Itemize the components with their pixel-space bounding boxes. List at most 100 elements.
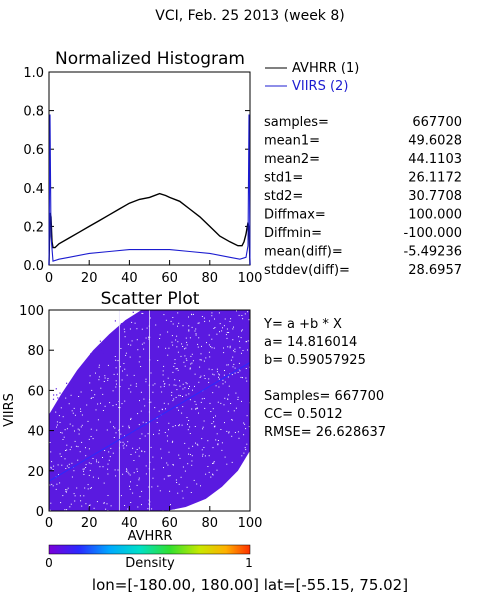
scatter-speck (56, 426, 57, 428)
scatter-y-tick-label: 100 (19, 304, 44, 319)
scatter-speck (150, 401, 152, 403)
scatter-speck (141, 490, 143, 492)
scatter-speck (211, 347, 213, 349)
scatter-speck (232, 356, 234, 358)
scatter-speck (208, 334, 210, 336)
histogram-series (48, 114, 251, 266)
scatter-speck (238, 314, 240, 316)
scatter-speck (117, 469, 119, 471)
scatter-speck (182, 497, 184, 499)
scatter-speck (175, 479, 177, 481)
scatter-speck (196, 483, 198, 485)
scatter-speck (136, 328, 138, 330)
scatter-speck (224, 381, 226, 383)
scatter-speck (52, 485, 54, 487)
scatter-speck (92, 438, 94, 440)
scatter-speck (191, 326, 193, 328)
scatter-speck (189, 433, 191, 434)
scatter-speck (99, 466, 101, 468)
scatter-speck (90, 463, 92, 465)
scatter-speck (220, 402, 222, 404)
scatter-speck (147, 508, 149, 510)
scatter-speck (182, 346, 184, 347)
scatter-speck (191, 362, 193, 364)
series-line-viirs (48, 114, 251, 266)
scatter-speck (232, 339, 234, 341)
stat-label: samples= (264, 115, 329, 130)
scatter-speck (76, 487, 78, 489)
scatter-speck (144, 451, 146, 453)
scatter-speck (145, 337, 147, 339)
scatter-point-cloud (49, 310, 250, 511)
scatter-speck (138, 479, 140, 481)
scatter-speck (167, 331, 169, 333)
scatter-speck (229, 347, 231, 349)
scatter-speck (216, 333, 218, 335)
scatter-speck (214, 426, 216, 428)
scatter-speck (66, 428, 68, 430)
scatter-speck (59, 422, 61, 423)
scatter-speck (148, 336, 149, 338)
scatter-speck (226, 337, 228, 339)
scatter-speck (188, 325, 190, 327)
scatter-speck (241, 455, 243, 457)
stat-value: -5.49236 (404, 245, 462, 260)
scatter-speck (234, 351, 236, 353)
scatter-speck (186, 486, 188, 488)
scatter-speck (70, 394, 72, 396)
scatter-x-tick-label: 80 (202, 516, 219, 531)
scatter-speck (241, 329, 243, 331)
scatter-speck (168, 422, 170, 424)
histogram-frame (48, 71, 251, 266)
scatter-speck (245, 428, 247, 430)
scatter-speck (180, 476, 182, 478)
scatter-point (132, 311, 134, 313)
scatter-speck (246, 415, 248, 417)
scatter-speck (186, 417, 188, 418)
histogram-legend: AVHRR (1) VIIRS (2) (265, 61, 359, 94)
colorbar-max-label: 1 (245, 556, 253, 570)
scatter-point (101, 349, 103, 351)
scatter-speck (77, 459, 79, 461)
scatter-speck (184, 470, 186, 472)
scatter-speck (168, 384, 170, 386)
scatter-speck (163, 314, 165, 316)
scatter-speck (194, 385, 195, 387)
scatter-speck (71, 410, 73, 412)
scatter-speck (138, 424, 140, 426)
scatter-point (106, 339, 108, 341)
scatter-speck (156, 417, 158, 419)
scatter-speck (224, 397, 226, 399)
scatter-speck (178, 483, 180, 485)
scatter-speck (239, 370, 241, 372)
scatter-speck (133, 460, 135, 461)
scatter-speck (95, 409, 97, 411)
scatter-speck (90, 436, 92, 437)
scatter-speck (158, 429, 160, 431)
scatter-speck (178, 409, 179, 411)
scatter-speck (145, 473, 147, 475)
scatter-speck (74, 414, 76, 416)
scatter-speck (208, 344, 210, 346)
scatter-speck (77, 428, 79, 430)
scatter-speck (224, 318, 226, 320)
scatter-speck (202, 453, 204, 455)
scatter-speck (112, 390, 114, 392)
scatter-speck (118, 429, 120, 431)
scatter-speck (136, 449, 138, 450)
scatter-speck (109, 456, 111, 458)
scatter-speck (61, 432, 63, 434)
scatter-speck (203, 398, 205, 399)
hist-y-tick-label: 0.0 (23, 259, 44, 274)
scatter-speck (78, 396, 80, 397)
scatter-speck (89, 469, 91, 471)
stat-value: 28.6957 (408, 263, 462, 278)
scatter-speck (83, 468, 85, 470)
scatter-speck (120, 433, 122, 435)
scatter-speck (213, 417, 214, 419)
scatter-speck (124, 368, 126, 370)
scatter-speck (182, 383, 184, 385)
stat-label: mean1= (264, 134, 320, 149)
scatter-speck (117, 360, 119, 362)
scatter-speck (66, 465, 68, 467)
